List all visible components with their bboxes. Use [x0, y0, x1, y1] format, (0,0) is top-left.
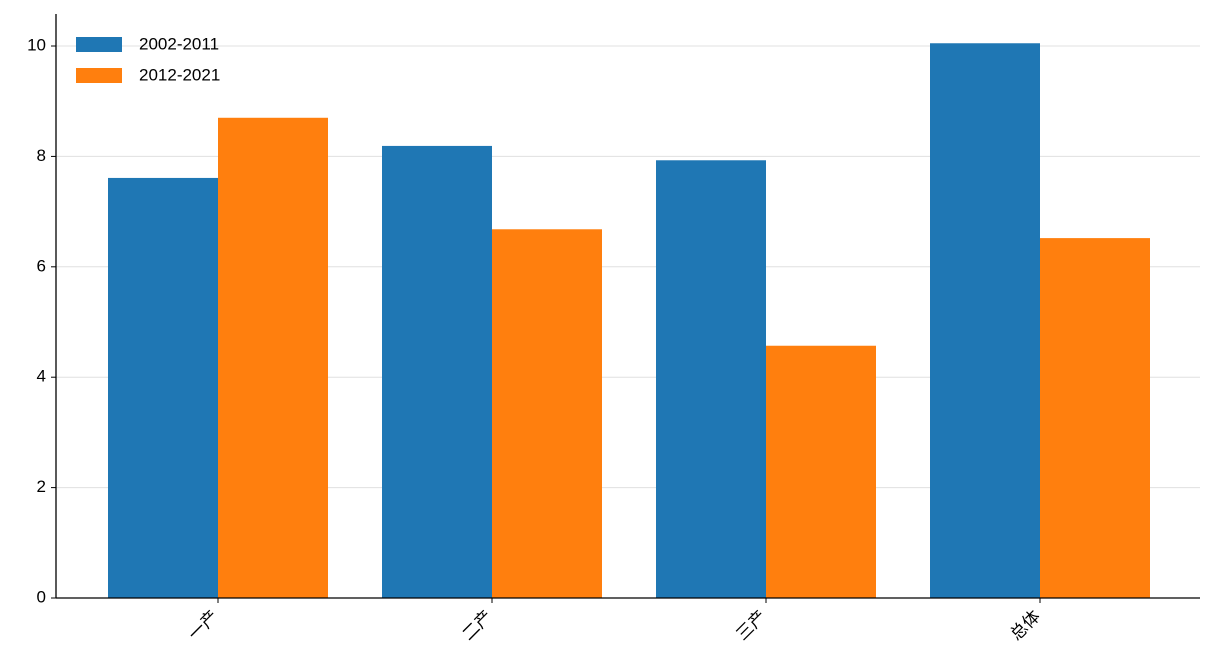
- y-tick-label: 4: [37, 367, 46, 386]
- bar: [382, 145, 492, 599]
- x-tick-label: 总体: [1007, 607, 1044, 644]
- y-tick-label: 6: [37, 256, 46, 275]
- x-tick-label: 一产: [185, 607, 222, 644]
- y-tick-label: 2: [37, 477, 46, 496]
- y-tick-label: 0: [37, 587, 46, 606]
- legend-label: 2002-2011: [139, 34, 219, 53]
- bar: [656, 160, 766, 598]
- y-tick-label: 8: [37, 146, 46, 165]
- legend-swatch: [76, 37, 122, 52]
- bar: [218, 117, 328, 598]
- bar: [108, 177, 218, 598]
- bar: [492, 229, 602, 598]
- bar: [930, 43, 1040, 599]
- y-tick-label: 10: [27, 35, 46, 54]
- bar: [766, 345, 876, 598]
- legend-label: 2012-2021: [139, 65, 220, 84]
- x-tick-label: 三产: [733, 607, 770, 644]
- bar: [1040, 238, 1150, 598]
- x-tick-label: 二产: [459, 607, 496, 644]
- legend-swatch: [76, 68, 122, 83]
